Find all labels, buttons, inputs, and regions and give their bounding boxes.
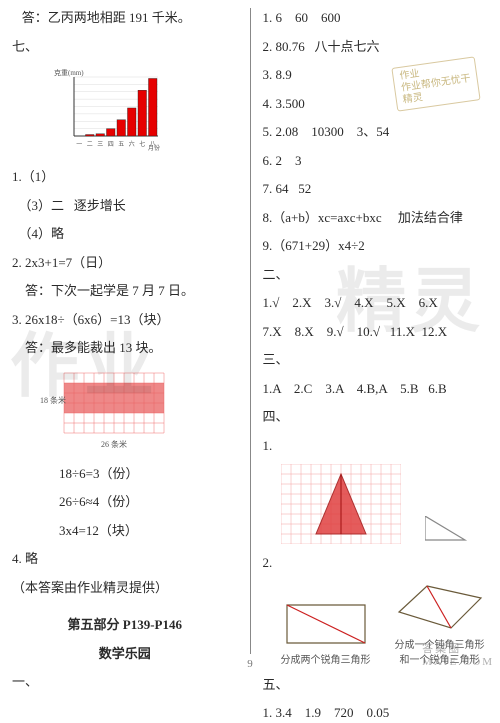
text-line: 1.（1） <box>12 167 238 187</box>
text-line: 26÷6≈4（份） <box>12 492 238 512</box>
svg-text:五: 五 <box>118 141 124 148</box>
text-line: 1. 6 60 600 <box>263 8 489 28</box>
text-line: 18÷6=3（份） <box>12 464 238 484</box>
svg-text:一: 一 <box>76 142 82 148</box>
column-divider <box>250 8 251 654</box>
text-line: 1. 3.4 1.9 720 0.05 <box>263 703 489 723</box>
text-line: 5. 2.08 10300 3、54 <box>263 122 489 142</box>
text-line: 一、 <box>12 672 238 692</box>
text-line: 二、 <box>263 265 489 285</box>
svg-text:二: 二 <box>87 142 93 148</box>
text-line: 七、 <box>12 37 238 57</box>
text-line: 五、 <box>263 675 489 695</box>
text-line: 7.X 8.X 9.√ 10.√ 11.X 12.X <box>263 322 489 342</box>
svg-text:克重(mm): 克重(mm) <box>54 69 84 77</box>
text-line: 三、 <box>263 350 489 370</box>
text-line: 1. <box>263 436 489 456</box>
text-line: 1.√ 2.X 3.√ 4.X 5.X 6.X <box>263 293 489 313</box>
text-line: （3）二 逐步增长 <box>12 196 238 216</box>
text-line: 答：最多能裁出 13 块。 <box>12 338 238 358</box>
bar-chart: 一二三四五六七八克重(mm)月份 <box>12 67 238 156</box>
text-line: 9.（671+29）x4÷2 <box>263 236 489 256</box>
text-line: 1.A 2.C 3.A 4.B,A 5.B 6.B <box>263 379 489 399</box>
text-line: 答：乙丙两地相距 191 千米。 <box>12 8 238 28</box>
text-line: 答：下次一起学是 7 月 7 日。 <box>12 281 238 301</box>
text-line: 8.（a+b）xc=axc+bxc 加法结合律 <box>263 208 489 228</box>
svg-text:七: 七 <box>139 140 145 148</box>
corner-mark: 答案圈 MXIE.COM <box>422 640 494 668</box>
text-line: 四、 <box>263 407 489 427</box>
left-column: 答：乙丙两地相距 191 千米。 七、 一二三四五六七八克重(mm)月份 1.（… <box>12 8 248 654</box>
section-title: 第五部分 P139-P146 <box>12 615 238 635</box>
text-line: 2. 80.76 八十点七六 <box>263 37 489 57</box>
svg-text:四: 四 <box>108 141 114 148</box>
text-line: （4）略 <box>12 224 238 244</box>
triangle-figures <box>263 464 489 544</box>
grid-rect: 18 条米 26 条米 <box>12 369 238 453</box>
text-line: 7. 64 52 <box>263 179 489 199</box>
svg-text:六: 六 <box>129 140 135 148</box>
text-line: 3x4=12（块） <box>12 521 238 541</box>
text-line: 3. 26x18÷（6x6）=13（块） <box>12 310 238 330</box>
svg-text:月份: 月份 <box>148 144 160 152</box>
right-column: 1. 6 60 600 2. 80.76 八十点七六 3. 8.9 4. 3.5… <box>253 8 489 654</box>
text-line: 2. <box>263 553 489 573</box>
text-line: 2. 2x3+1=7（日） <box>12 253 238 273</box>
text-line: 4. 略 <box>12 549 238 569</box>
text-line: 6. 2 3 <box>263 151 489 171</box>
text-line: （本答案由作业精灵提供） <box>12 578 238 598</box>
svg-text:18 条米: 18 条米 <box>40 395 66 405</box>
svg-text:三: 三 <box>97 141 103 148</box>
svg-text:26 条米: 26 条米 <box>101 439 127 449</box>
